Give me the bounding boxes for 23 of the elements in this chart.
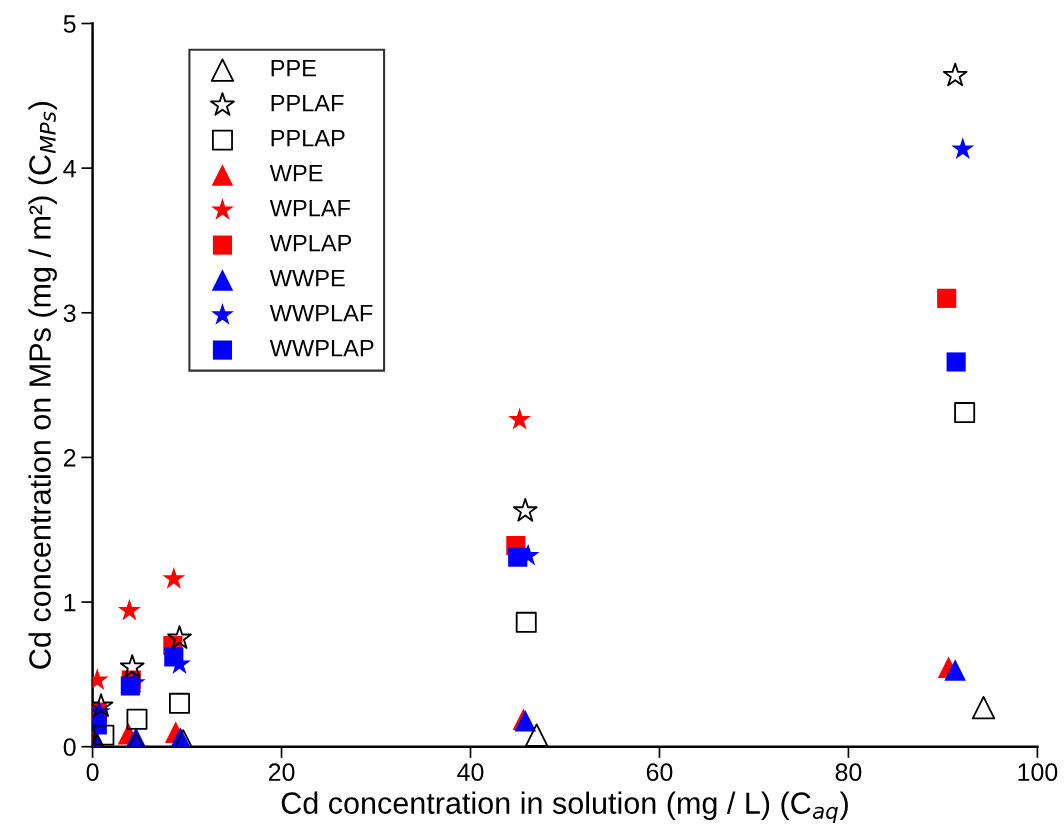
legend-label: PPE <box>271 60 316 77</box>
legend-label: WPLAP <box>269 235 352 252</box>
x-tick-label: 40 <box>457 763 484 782</box>
x-tick-label: 60 <box>646 763 673 782</box>
x-tick-label: 20 <box>268 763 295 782</box>
legend-label: WWPLAP <box>269 340 374 357</box>
legend-label: WWPLAF <box>269 305 373 322</box>
legend-label: PPLAF <box>271 95 344 112</box>
y-tick-label: 2 <box>63 449 76 467</box>
x-axis-title: Cd concentration in solution (mg / L) (C$_{aq}$) <box>281 791 848 824</box>
y-tick-label: 5 <box>63 15 76 33</box>
y-tick-label: 0 <box>63 738 76 757</box>
legend-label: WPE <box>269 165 323 182</box>
x-tick-label: 80 <box>835 763 862 782</box>
x-tick-label: 100 <box>1018 763 1058 782</box>
y-tick-label: 3 <box>63 304 76 323</box>
legend-label: WWPE <box>269 270 345 287</box>
y-tick-label: 1 <box>64 593 76 612</box>
legend-label: PPLAP <box>271 130 345 147</box>
y-tick-label: 4 <box>63 159 76 178</box>
x-tick-label: 0 <box>86 763 99 782</box>
legend-label: WPLAF <box>269 200 351 217</box>
y-axis-title: Cd concentration on MPs (mg / m²) (C$_{MPs}$) <box>28 102 57 669</box>
